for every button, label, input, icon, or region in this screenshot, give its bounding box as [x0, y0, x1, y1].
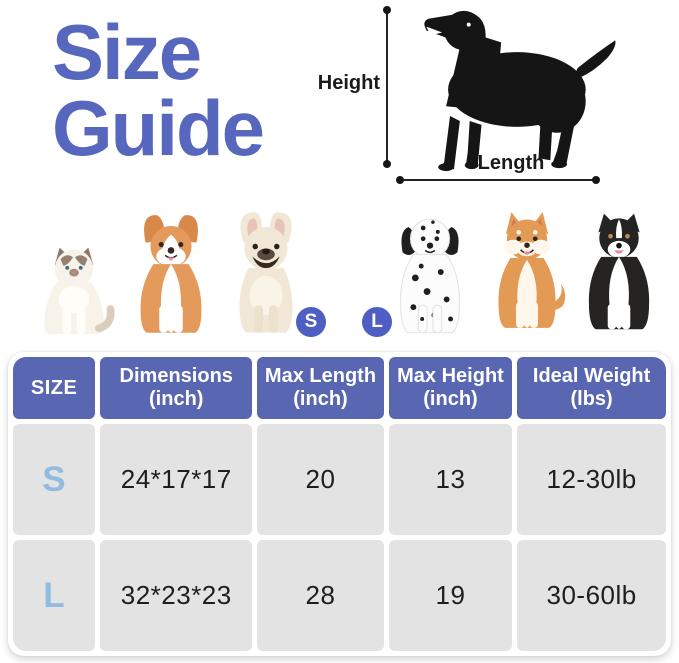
- length-label: Length: [477, 152, 545, 174]
- shiba-inu-image: [498, 212, 566, 328]
- table-row-size-l: L 32*23*23 28 19 30-60lb: [13, 540, 666, 651]
- cell-l-dimensions: 32*23*23: [100, 540, 253, 651]
- cell-l-size: L: [13, 540, 96, 651]
- column-header-size-label: SIZE: [30, 376, 78, 399]
- column-header-max-length-unit: (inch): [293, 388, 348, 410]
- length-line-right-dot: [592, 176, 600, 184]
- length-measure-line: [400, 179, 596, 181]
- column-header-ideal-weight: Ideal Weight (lbs): [517, 357, 666, 419]
- column-header-dimensions: Dimensions (inch): [100, 357, 253, 419]
- length-line-left-dot: [396, 176, 404, 184]
- cell-s-ideal-weight: 12-30lb: [517, 424, 666, 535]
- table-row-size-s: S 24*17*17 20 13 12-30lb: [13, 424, 666, 535]
- cell-l-ideal-weight: 30-60lb: [517, 540, 666, 651]
- border-collie-image: [588, 213, 650, 330]
- column-header-ideal-weight-unit: (lbs): [570, 388, 613, 410]
- cell-s-dimensions: 24*17*17: [100, 424, 253, 535]
- cell-l-max-height: 19: [388, 540, 513, 651]
- column-header-dimensions-unit: (inch): [149, 388, 204, 410]
- column-header-size: SIZE: [13, 357, 96, 419]
- height-line-bottom-dot: [383, 160, 391, 168]
- measurement-diagram: Height Length: [300, 0, 679, 196]
- size-table-container: SIZE Dimensions (inch) Max Length (inch)…: [8, 352, 671, 656]
- height-line-top-dot: [383, 6, 391, 14]
- dalmatian-puppy-image: [400, 218, 460, 334]
- column-header-max-height-unit: (inch): [423, 388, 478, 410]
- labrador-silhouette-icon: [424, 10, 616, 172]
- column-header-ideal-weight-label: Ideal Weight: [532, 365, 651, 387]
- page-title-line1: Size: [52, 8, 202, 96]
- ragdoll-cat-image: [44, 247, 115, 335]
- height-measure-line: [386, 10, 388, 164]
- page-title: Size Guide: [52, 8, 352, 173]
- column-header-dimensions-label: Dimensions: [119, 365, 233, 387]
- column-header-max-length: Max Length (inch): [257, 357, 384, 419]
- cell-s-max-height: 13: [388, 424, 513, 535]
- column-header-max-height: Max Height (inch): [388, 357, 513, 419]
- welsh-corgi-image: [140, 215, 202, 333]
- cell-s-max-length: 20: [257, 424, 384, 535]
- column-header-max-height-label: Max Height: [397, 365, 504, 387]
- cell-s-size: S: [13, 424, 96, 535]
- height-label: Height: [317, 72, 380, 94]
- size-l-badge: L: [362, 307, 392, 337]
- page-title-line2: Guide: [52, 84, 265, 173]
- column-header-max-length-label: Max Length: [264, 365, 377, 387]
- cell-l-max-length: 28: [257, 540, 384, 651]
- size-s-badge: S: [296, 307, 326, 337]
- table-header-row: SIZE Dimensions (inch) Max Length (inch)…: [13, 357, 666, 419]
- size-table: SIZE Dimensions (inch) Max Length (inch)…: [8, 352, 671, 656]
- french-bulldog-image: [239, 212, 293, 333]
